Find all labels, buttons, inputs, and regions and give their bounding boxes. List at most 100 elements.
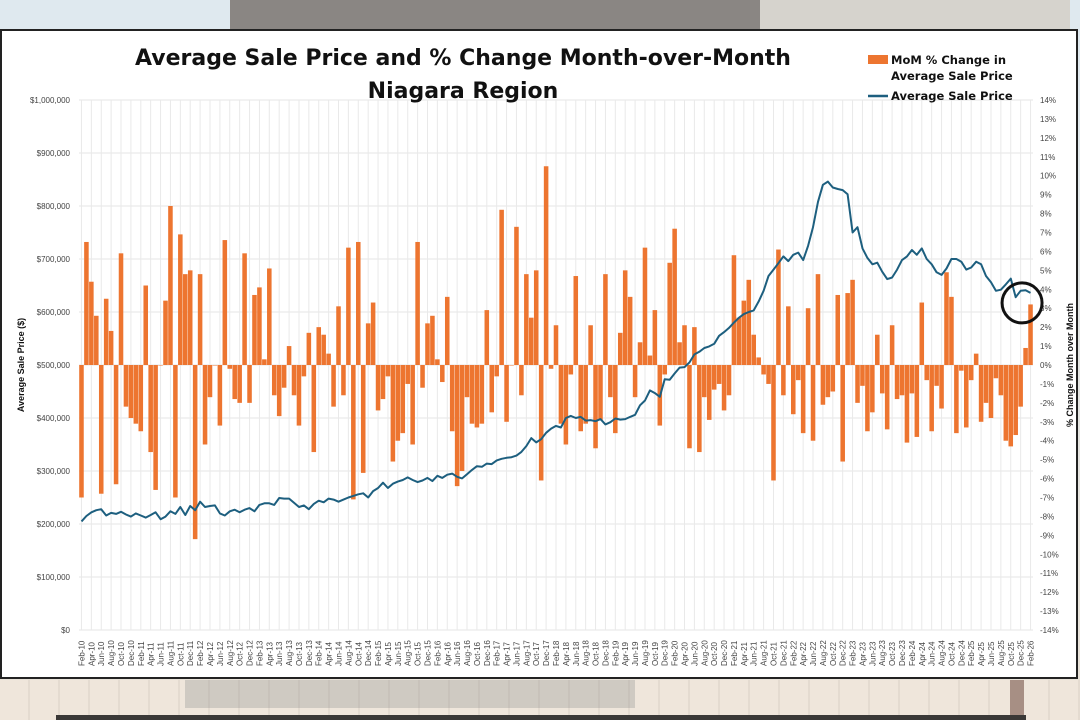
x-tick-label: Jun-18 <box>572 641 581 666</box>
bar <box>593 365 598 449</box>
bar <box>687 365 692 449</box>
bar <box>484 310 490 365</box>
bar <box>153 365 158 490</box>
bar <box>1008 365 1014 447</box>
bar <box>810 365 816 441</box>
y-tick-left: $200,000 <box>37 520 71 529</box>
x-tick-label: Oct-18 <box>592 641 601 666</box>
bar <box>860 365 865 386</box>
bar <box>617 332 623 365</box>
bar <box>405 365 410 384</box>
x-tick-label: Apr-24 <box>918 641 927 666</box>
y-tick-right: 4% <box>1040 285 1052 294</box>
x-tick-label: Jun-19 <box>631 641 640 666</box>
x-tick-label: Aug-10 <box>107 640 116 666</box>
bar <box>879 365 885 394</box>
x-tick-label: Apr-14 <box>325 641 334 666</box>
x-tick-label: Oct-23 <box>888 641 897 666</box>
x-tick-label: Oct-19 <box>651 641 660 666</box>
price-line <box>80 180 1031 523</box>
y-tick-right: -3% <box>1040 418 1054 427</box>
bar <box>825 365 831 398</box>
bar <box>360 365 366 473</box>
y-tick-left: $400,000 <box>37 414 71 423</box>
bar <box>479 365 485 424</box>
bar <box>232 365 237 400</box>
bar <box>499 209 504 365</box>
bar <box>207 365 213 398</box>
bar <box>751 334 756 365</box>
bar <box>830 365 836 392</box>
x-tick-label: Aug-19 <box>641 640 650 666</box>
bar <box>420 365 425 388</box>
x-tick-label: Apr-18 <box>562 641 571 666</box>
bar <box>464 365 470 398</box>
x-tick-label: Feb-21 <box>730 640 739 666</box>
x-tick-label: Jun-16 <box>453 641 462 666</box>
y-tick-right: 13% <box>1040 115 1056 124</box>
bar <box>494 365 499 377</box>
bar <box>138 365 144 432</box>
bar <box>1018 365 1023 407</box>
bar <box>281 365 287 388</box>
y-tick-left: $0 <box>61 626 70 635</box>
x-tick-label: Apr-13 <box>265 641 274 666</box>
bar <box>242 253 247 365</box>
x-tick-label: Feb-12 <box>196 640 205 666</box>
y-tick-right: -6% <box>1040 475 1054 484</box>
x-tick-label: Aug-25 <box>997 640 1006 666</box>
bar <box>652 310 658 365</box>
x-tick-label: Oct-24 <box>947 641 956 666</box>
x-tick-label: Jun-25 <box>987 641 996 666</box>
y-axis-right-label: % Change Month over Month <box>1065 303 1075 427</box>
x-tick-label: Jun-15 <box>394 641 403 666</box>
legend-line-label: Average Sale Price <box>891 89 1013 103</box>
y-tick-right: -11% <box>1040 569 1058 578</box>
bar <box>444 296 450 365</box>
bar <box>529 317 534 365</box>
bar <box>163 300 168 365</box>
bar <box>247 365 252 403</box>
bar <box>410 365 415 445</box>
x-tick-label: Dec-19 <box>661 640 670 666</box>
bar <box>380 365 386 400</box>
bar <box>894 365 900 400</box>
chart-subtitle: Niagara Region <box>368 79 559 104</box>
bar <box>677 342 682 365</box>
bar <box>721 365 727 411</box>
x-tick-label: Aug-13 <box>285 640 294 666</box>
x-tick-label: Aug-23 <box>878 640 887 666</box>
y-tick-right: -1% <box>1040 380 1054 389</box>
bar <box>227 365 233 369</box>
x-tick-label: Jun-24 <box>928 641 937 666</box>
bar <box>519 365 524 396</box>
bar <box>430 315 435 365</box>
bar <box>123 365 129 407</box>
bar <box>79 365 84 498</box>
bar <box>356 241 361 365</box>
bar <box>548 365 554 369</box>
x-tick-label: Feb-16 <box>433 640 442 666</box>
bar <box>1028 304 1033 365</box>
bar <box>850 279 855 365</box>
x-tick-label: Feb-24 <box>908 640 917 666</box>
bar <box>237 365 242 403</box>
bar <box>667 262 672 365</box>
bar <box>183 274 188 365</box>
bar <box>341 365 346 396</box>
y-tick-right: 3% <box>1040 304 1052 313</box>
x-tick-label: Apr-15 <box>384 641 393 666</box>
bar <box>252 294 257 365</box>
y-tick-right: 11% <box>1040 153 1055 162</box>
bar <box>692 327 697 365</box>
bar <box>108 330 114 365</box>
bar <box>583 365 588 424</box>
bar <box>375 365 381 411</box>
legend-bar-label-line2: Average Sale Price <box>891 69 1013 83</box>
x-tick-label: Dec-18 <box>601 640 610 666</box>
bar <box>875 334 880 365</box>
x-tick-label: Aug-18 <box>582 640 591 666</box>
bars <box>79 166 1033 540</box>
bar <box>326 353 331 365</box>
